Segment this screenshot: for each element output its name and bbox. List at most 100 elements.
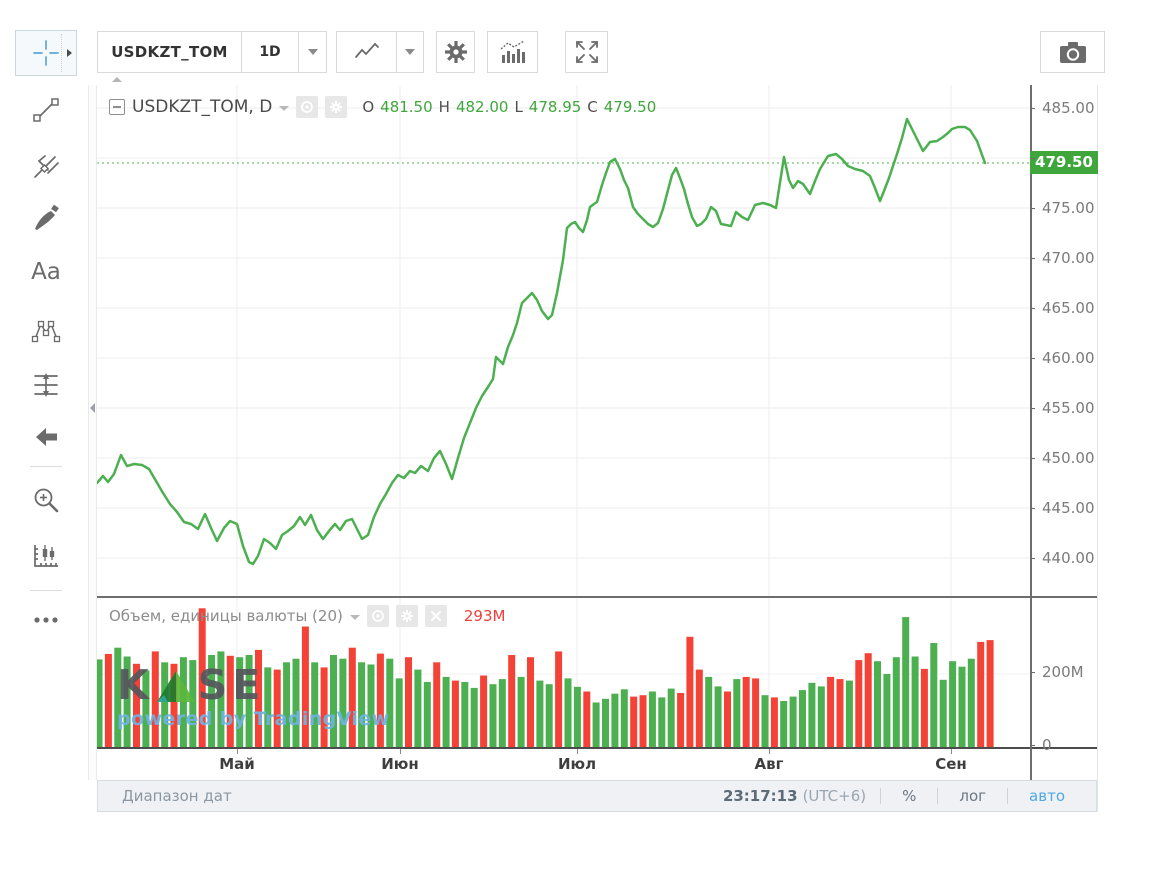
settings-button[interactable] [436,31,475,73]
brush-icon [35,204,59,230]
volume-bar [817,686,825,747]
interval-dropdown-button[interactable] [298,31,327,73]
price-axis-label: 465.00 [1042,299,1095,317]
clock[interactable]: 23:17:13 [722,787,798,805]
symbol-button[interactable]: USDKZT_TOM [97,31,242,73]
fullscreen-button[interactable] [565,31,608,73]
tool-measure[interactable] [15,534,77,578]
chart-style-button[interactable] [336,31,397,73]
timezone-label[interactable]: (UTC+6) [802,787,867,805]
gear-icon [330,101,343,113]
hide-volume-button[interactable] [366,605,389,627]
volume-bar [845,680,853,747]
tool-zoom-in[interactable] [15,478,77,522]
toolbar-divider [30,590,62,591]
tool-back[interactable] [15,415,77,459]
chart-style-dropdown-button[interactable] [396,31,424,73]
volume-bar [911,656,919,747]
volume-axis[interactable]: 200M 0 [1030,598,1097,754]
price-line [97,117,987,566]
volume-bar [592,702,600,747]
volume-bar [264,667,272,747]
price-axis[interactable]: 479.50 485.00 475.00 470.00 465.00 460.00 455… [1030,85,1098,596]
chevron-down-icon[interactable] [349,615,360,620]
trend-line-icon [33,98,59,122]
tool-text[interactable]: Aa [15,250,77,294]
volume-bar [583,691,591,747]
volume-bar [733,679,741,747]
volume-legend-title[interactable]: Объем, единицы валюты (20) [109,607,343,625]
high-value: 482.00 [455,98,509,116]
gear-icon [444,41,467,63]
volume-bar [358,662,366,747]
volume-bar [198,608,206,747]
volume-bar [724,691,731,747]
ohlc-values: O 481.50 H 482.00 L 478.95 C 479.50 [362,98,656,116]
price-line-chart [97,117,1030,566]
volume-bar [752,678,760,747]
volume-bar [695,669,703,747]
price-axis-label: 475.00 [1042,199,1095,217]
log-scale-button[interactable]: лог [959,787,987,805]
price-axis-tick [1030,158,1035,159]
toolbar-collapse-strip[interactable] [88,85,97,780]
indicators-button[interactable] [487,31,538,73]
price-axis-tick [1030,358,1035,359]
snapshot-button[interactable] [1040,31,1105,73]
month-label: Авг [754,755,784,773]
price-pane[interactable]: USDKZT_TOM, D O 481.50 H 482.00 L 478.95… [97,85,1030,596]
high-label: H [438,98,450,116]
volume-bar [874,661,881,747]
date-range-button[interactable]: Диапазон дат [122,787,232,805]
collapse-pane-icon[interactable] [109,99,125,115]
volume-bar [986,640,994,747]
eye-icon [301,101,314,113]
auto-scale-button[interactable]: авто [1029,787,1065,805]
scroll-up-icon[interactable] [112,77,122,82]
volume-bar [883,674,891,747]
chevron-right-icon[interactable] [67,49,72,57]
price-axis-label: 485.00 [1042,99,1095,117]
interval-button[interactable]: 1D [241,31,299,73]
separator [1007,788,1009,804]
tool-brush[interactable] [15,196,77,240]
volume-bar [179,657,187,747]
tool-long-short-position[interactable] [15,363,77,407]
close-icon [430,611,441,621]
volume-bar [461,682,469,747]
last-price-tag: 479.50 [1030,151,1098,174]
series-settings-button[interactable] [325,96,348,118]
price-axis-tick [1030,208,1035,209]
volume-bar [677,693,685,747]
legend-title[interactable]: USDKZT_TOM, D [132,97,273,117]
chevron-down-icon[interactable] [279,106,290,111]
tool-pitchfork[interactable] [15,143,77,187]
tool-trend-line[interactable] [15,88,77,132]
volume-bar [470,687,478,747]
tool-more-options[interactable] [15,598,77,642]
month-tick [400,749,401,754]
month-tick [951,749,952,754]
gear-icon [400,610,413,622]
volume-axis-tick [1030,745,1035,746]
volume-bar [97,659,103,747]
percent-scale-button[interactable]: % [902,787,917,805]
tool-xabcd-pattern[interactable] [15,310,77,354]
price-axis-tick [1030,108,1035,109]
ellipsis-icon [34,617,58,623]
remove-volume-button[interactable] [424,605,447,627]
volume-bar [620,689,628,747]
tool-crosshair[interactable] [15,30,77,76]
hide-series-button[interactable] [296,96,319,118]
pane-separator[interactable] [97,596,1097,598]
price-grid [97,85,1030,596]
time-axis[interactable]: Май Июн Июл Авг Сен [97,749,1030,780]
volume-bar [686,636,694,747]
volume-pane[interactable]: Объем, единицы валюты (20) 293M [97,598,1030,747]
volume-settings-button[interactable] [395,605,418,627]
volume-bar [292,658,300,747]
volume-bar [104,653,112,747]
volume-bar [414,669,422,747]
volume-bar [480,675,488,747]
volume-bar [348,647,356,747]
